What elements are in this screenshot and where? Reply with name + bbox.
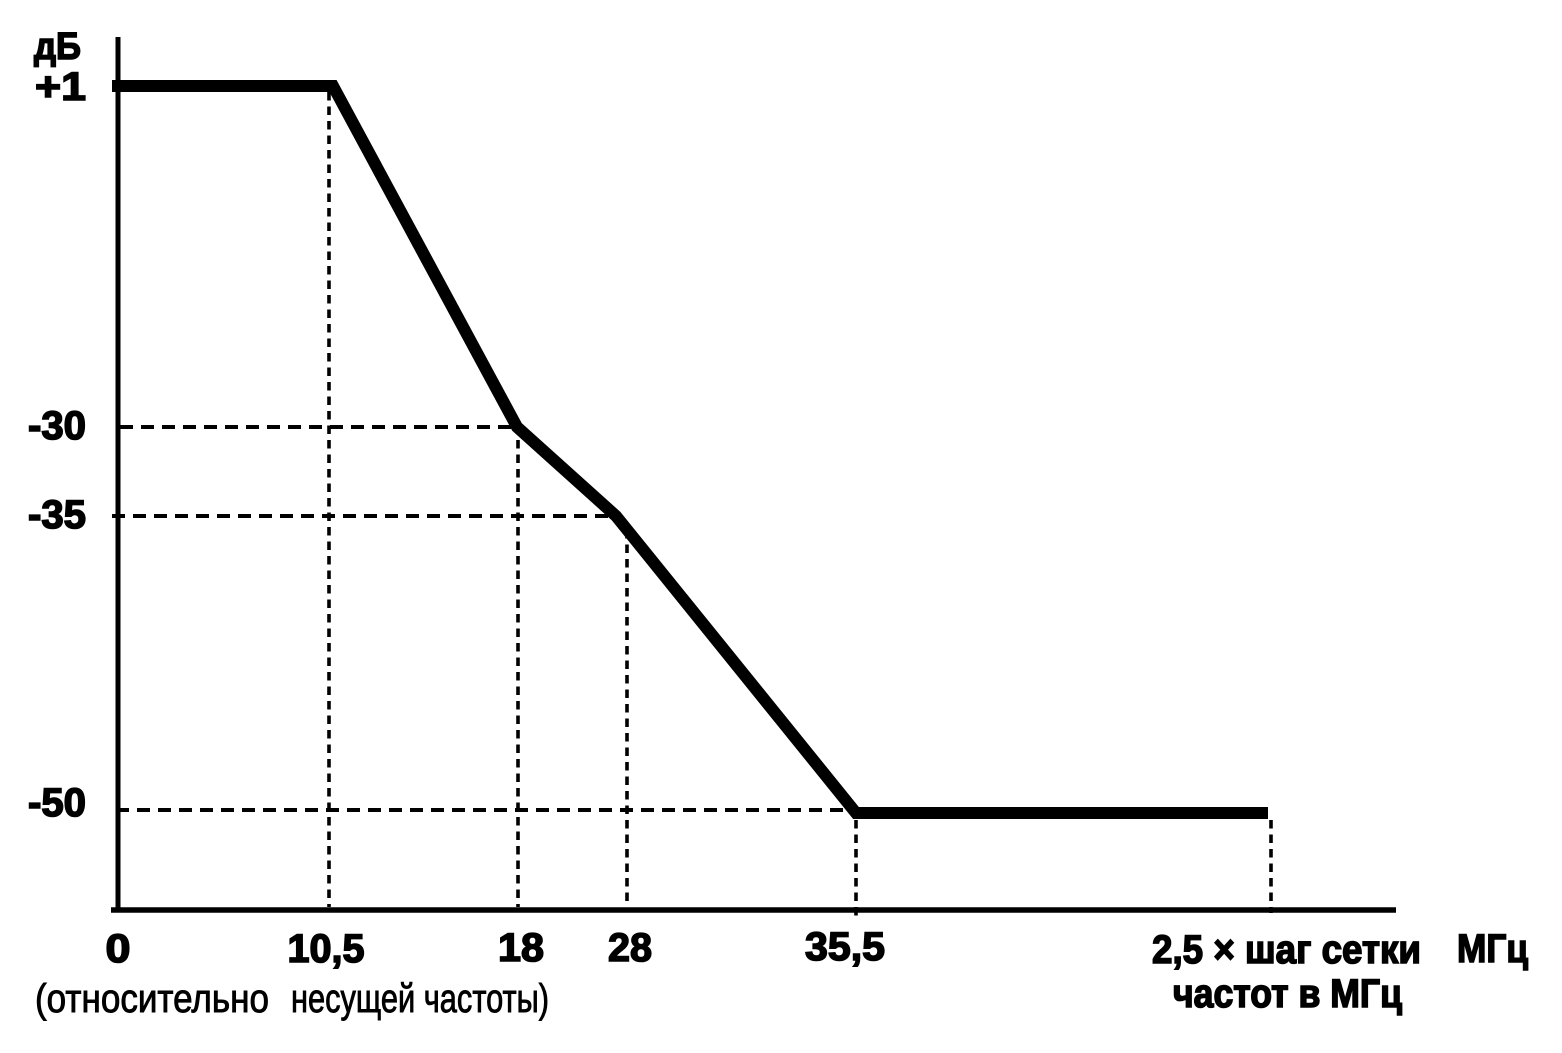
svg-text:28: 28 [608,926,652,970]
svg-text:0: 0 [106,927,131,971]
svg-text:+1: +1 [35,65,86,109]
svg-text:частот в МГц: частот в МГц [1173,972,1402,1016]
svg-text:-35: -35 [28,493,86,537]
svg-text:дБ: дБ [34,26,81,68]
svg-text:35,5: 35,5 [805,925,885,969]
svg-text:18: 18 [498,926,544,970]
svg-text:МГц: МГц [1457,927,1528,971]
svg-text:-50: -50 [28,781,86,825]
svg-text:(относительно: (относительно [35,977,269,1021]
svg-text:2,5 × шаг сетки: 2,5 × шаг сетки [1152,928,1421,972]
svg-text:10,5: 10,5 [288,927,365,971]
svg-text:-30: -30 [28,404,86,448]
svg-text:несущей частоты): несущей частоты) [291,977,549,1021]
